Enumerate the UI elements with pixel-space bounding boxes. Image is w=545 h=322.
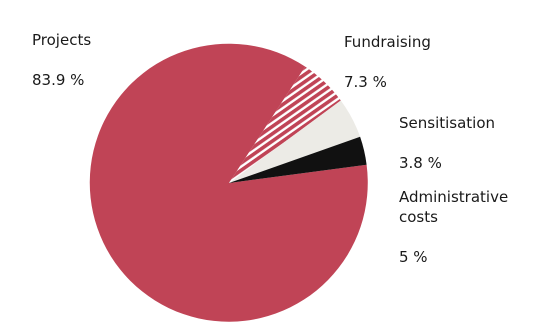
label-sensitisation-value: 3.8 % bbox=[399, 154, 442, 172]
legend-administrative-costs: Administrative costs 5 % bbox=[399, 167, 508, 287]
label-sensitisation-name: Sensitisation bbox=[399, 114, 496, 132]
label-projects-value: 83.9 % bbox=[32, 71, 85, 89]
slice-sensitisation bbox=[229, 100, 361, 183]
legend-fundraising: Fundraising 7.3 % bbox=[344, 12, 431, 112]
legend-projects: Projects 83.9 % bbox=[32, 10, 91, 110]
slice-fundraising bbox=[229, 66, 341, 183]
label-administrative-costs-value: 5 % bbox=[399, 248, 428, 266]
label-fundraising-value: 7.3 % bbox=[344, 73, 387, 91]
label-fundraising-name: Fundraising bbox=[344, 33, 431, 51]
slice-administrative-costs bbox=[229, 136, 367, 183]
label-projects-name: Projects bbox=[32, 31, 92, 49]
legend-sensitisation: Sensitisation 3.8 % bbox=[399, 93, 495, 193]
label-administrative-costs-name: Administrative costs bbox=[399, 188, 509, 226]
slice-projects bbox=[89, 43, 368, 322]
